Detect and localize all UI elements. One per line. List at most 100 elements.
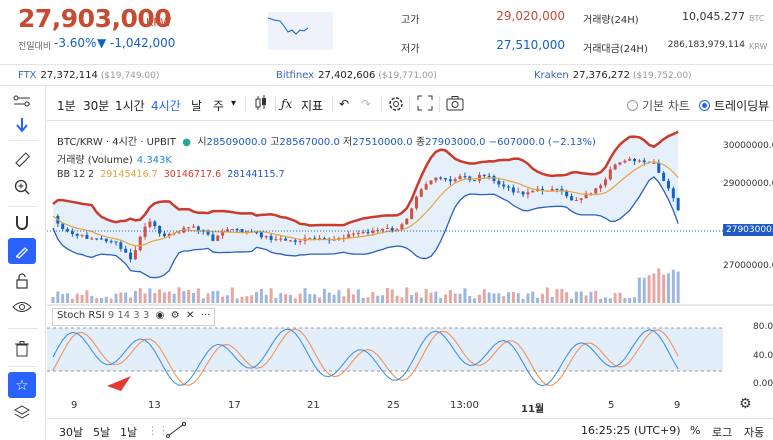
candlestick-chart[interactable] [47,121,773,419]
drag-handle-icon[interactable]: ⋮⋮ [147,424,169,437]
unlock-icon[interactable] [8,268,36,294]
arrow-down-icon[interactable] [8,112,36,138]
volume-bar [448,289,452,303]
percent-scale-button[interactable]: % [690,424,701,437]
log-scale-button[interactable]: 로그 [712,426,733,439]
date-range-icon[interactable] [165,421,187,440]
candle-body [133,250,137,260]
volume-bar [429,292,433,303]
trendline-tool-icon[interactable] [8,88,36,114]
trash-icon[interactable] [8,336,36,362]
interval-1h-button[interactable]: 1시간 [115,99,145,113]
volume-bar [584,295,588,303]
range-5d-button[interactable]: 5날 [93,426,111,439]
high-value: 29,020,000 [496,9,565,23]
volume-bar [419,297,423,303]
bb-upper-value: 30146717.6 [163,169,222,180]
interval-4h-button[interactable]: 4시간 [151,99,181,113]
visibility-eye-icon[interactable]: ◉ [155,310,165,321]
redo-icon[interactable]: ↷ [361,97,372,111]
bb-mid-value: 29145416.7 [100,169,158,180]
volume-bar [633,297,637,303]
candle-body [589,193,593,195]
exchange-price: 27,402,606 [318,70,376,81]
zoom-in-icon[interactable] [8,174,36,200]
basic-chart-radio[interactable]: 기본 차트 [627,97,690,114]
volume-bar [589,291,593,303]
magnet-icon[interactable] [8,210,36,236]
volume-bar [322,288,326,303]
interval-day-button[interactable]: 날 [191,99,203,113]
candle-style-icon[interactable] [254,94,268,115]
volume-bar [560,288,564,303]
more-options-icon[interactable]: ··· [200,310,211,321]
lock-pencil-icon[interactable] [8,238,36,264]
function-icon[interactable]: ƒx [281,97,293,111]
chart-toolbar: 1분 30분 1시간 4시간 날 주 ▾ ƒx 지표 ↶ ↷ 기본 차트 트레이… [47,90,773,118]
candle-body [599,185,603,189]
settings-gear-icon[interactable]: ⚙ [170,310,180,321]
auto-scale-button[interactable]: 자동 [744,426,765,439]
volume-bar [85,290,89,303]
candle-body [264,235,268,238]
stoch-rsi-legend[interactable]: Stoch RSI 9 14 3 3 ◉ ⚙ ✕ ··· [52,308,216,326]
volume-bar [390,289,394,303]
undo-icon[interactable]: ↶ [339,97,350,111]
candle-body [351,233,355,235]
time-axis-label: 5 [608,400,615,411]
tradingview-radio[interactable]: 트레이딩뷰 [699,97,769,114]
chevron-down-icon[interactable]: ▾ [231,98,237,109]
volume-bar [536,297,540,303]
legend-close: 27903000.0 [425,137,486,148]
candle-body [366,232,370,234]
range-1d-button[interactable]: 1날 [120,426,138,439]
volume-bar [540,293,544,303]
volume-bar [395,295,399,303]
amount-24h-unit: KRW [749,42,768,51]
volume-bar [206,293,210,303]
candle-body [560,188,564,192]
tradingview-label: 트레이딩뷰 [714,99,770,113]
volume-bar [463,288,467,303]
clock-time[interactable]: 16:25:25 (UTC+9) [581,424,681,437]
candle-body [95,238,99,240]
camera-icon[interactable] [446,95,464,114]
settings-gear-icon[interactable] [387,95,405,116]
range-30d-button[interactable]: 30날 [59,426,84,439]
volume-bar [95,298,99,303]
interval-1m-button[interactable]: 1분 [57,99,76,113]
candle-body [347,234,351,238]
price-chart-area[interactable]: BTC/KRW · 4시간 · UPBIT ● 시28509000.0 고285… [47,120,773,440]
layers-icon[interactable] [8,400,36,426]
volume-bar [376,295,380,303]
price-axis-tick: 29000000.0 [723,179,773,189]
legend-low-label: 저 [343,137,353,148]
candle-body [526,192,530,195]
exchange-usd: ($19,749.00) [100,71,160,81]
bollinger-mid-line [52,161,679,247]
eye-icon[interactable] [8,294,36,320]
volume-bar [603,297,607,303]
chart-bottom-bar: 30날 5날 1날 ⋮⋮ 16:25:25 (UTC+9) % 로그 자동 [47,418,773,440]
candle-body [138,236,142,251]
fullscreen-icon[interactable] [417,95,433,114]
interval-week-button[interactable]: 주 [213,99,225,113]
candle-body [492,175,496,181]
star-icon[interactable]: ☆ [8,372,36,398]
close-icon[interactable]: ✕ [185,310,195,321]
ruler-icon[interactable] [8,146,36,172]
candle-body [628,158,632,161]
candle-body [385,228,389,230]
volume-bar [167,291,171,303]
market-status-dot-icon: ● [179,137,195,148]
indicator-button[interactable]: 지표 [301,99,324,113]
interval-30m-button[interactable]: 30분 [83,99,110,113]
volume-bar [642,277,646,303]
legend-pair: BTC/KRW [57,137,103,148]
candle-body [288,240,292,242]
current-price-tag: 27903000.0 [723,224,773,236]
exchange-name: FTX [18,70,37,81]
volume-24h-unit: BTC [749,14,765,23]
chart-settings-gear-icon[interactable]: ⚙ [739,396,752,412]
candle-body [623,160,627,163]
